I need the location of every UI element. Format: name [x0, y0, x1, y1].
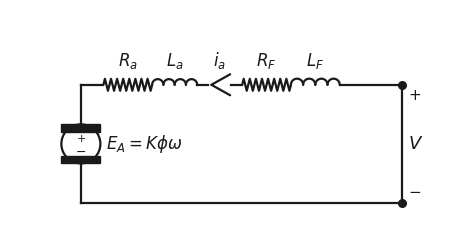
- Text: +: +: [409, 88, 421, 103]
- Text: $R_a$: $R_a$: [118, 51, 138, 71]
- Text: −: −: [409, 185, 421, 200]
- Text: $i_a$: $i_a$: [213, 50, 226, 71]
- Text: $+$: $+$: [76, 132, 86, 144]
- Text: $L_a$: $L_a$: [166, 51, 183, 71]
- Bar: [61, 156, 100, 163]
- Bar: [61, 124, 100, 132]
- Text: $-$: $-$: [75, 145, 86, 158]
- Text: $R_F$: $R_F$: [256, 51, 277, 71]
- Text: $L_F$: $L_F$: [306, 51, 324, 71]
- Text: $E_A = K\phi\omega$: $E_A = K\phi\omega$: [106, 133, 183, 155]
- Text: $V$: $V$: [409, 135, 424, 153]
